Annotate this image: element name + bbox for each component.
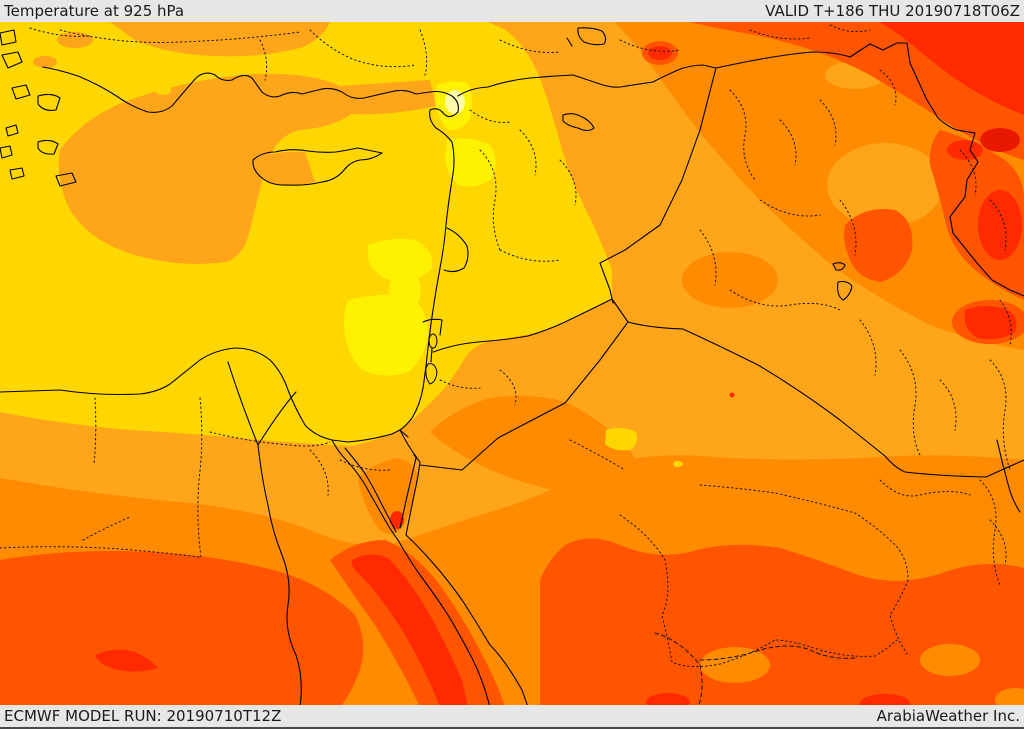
coastlines-borders — [0, 27, 1024, 708]
header-bar: Temperature at 925 hPa VALID T+186 THU 2… — [0, 0, 1024, 22]
brand-label: ArabiaWeather Inc. — [876, 707, 1020, 725]
valid-time-label: VALID T+186 THU 20190718T06Z — [765, 2, 1020, 20]
footer-bar: ECMWF MODEL RUN: 20190710T12Z ArabiaWeat… — [0, 705, 1024, 727]
bottom-edge-line — [0, 727, 1024, 729]
map-title: Temperature at 925 hPa — [4, 2, 185, 20]
admin-boundaries — [0, 24, 1012, 708]
model-run-label: ECMWF MODEL RUN: 20190710T12Z — [4, 707, 282, 725]
